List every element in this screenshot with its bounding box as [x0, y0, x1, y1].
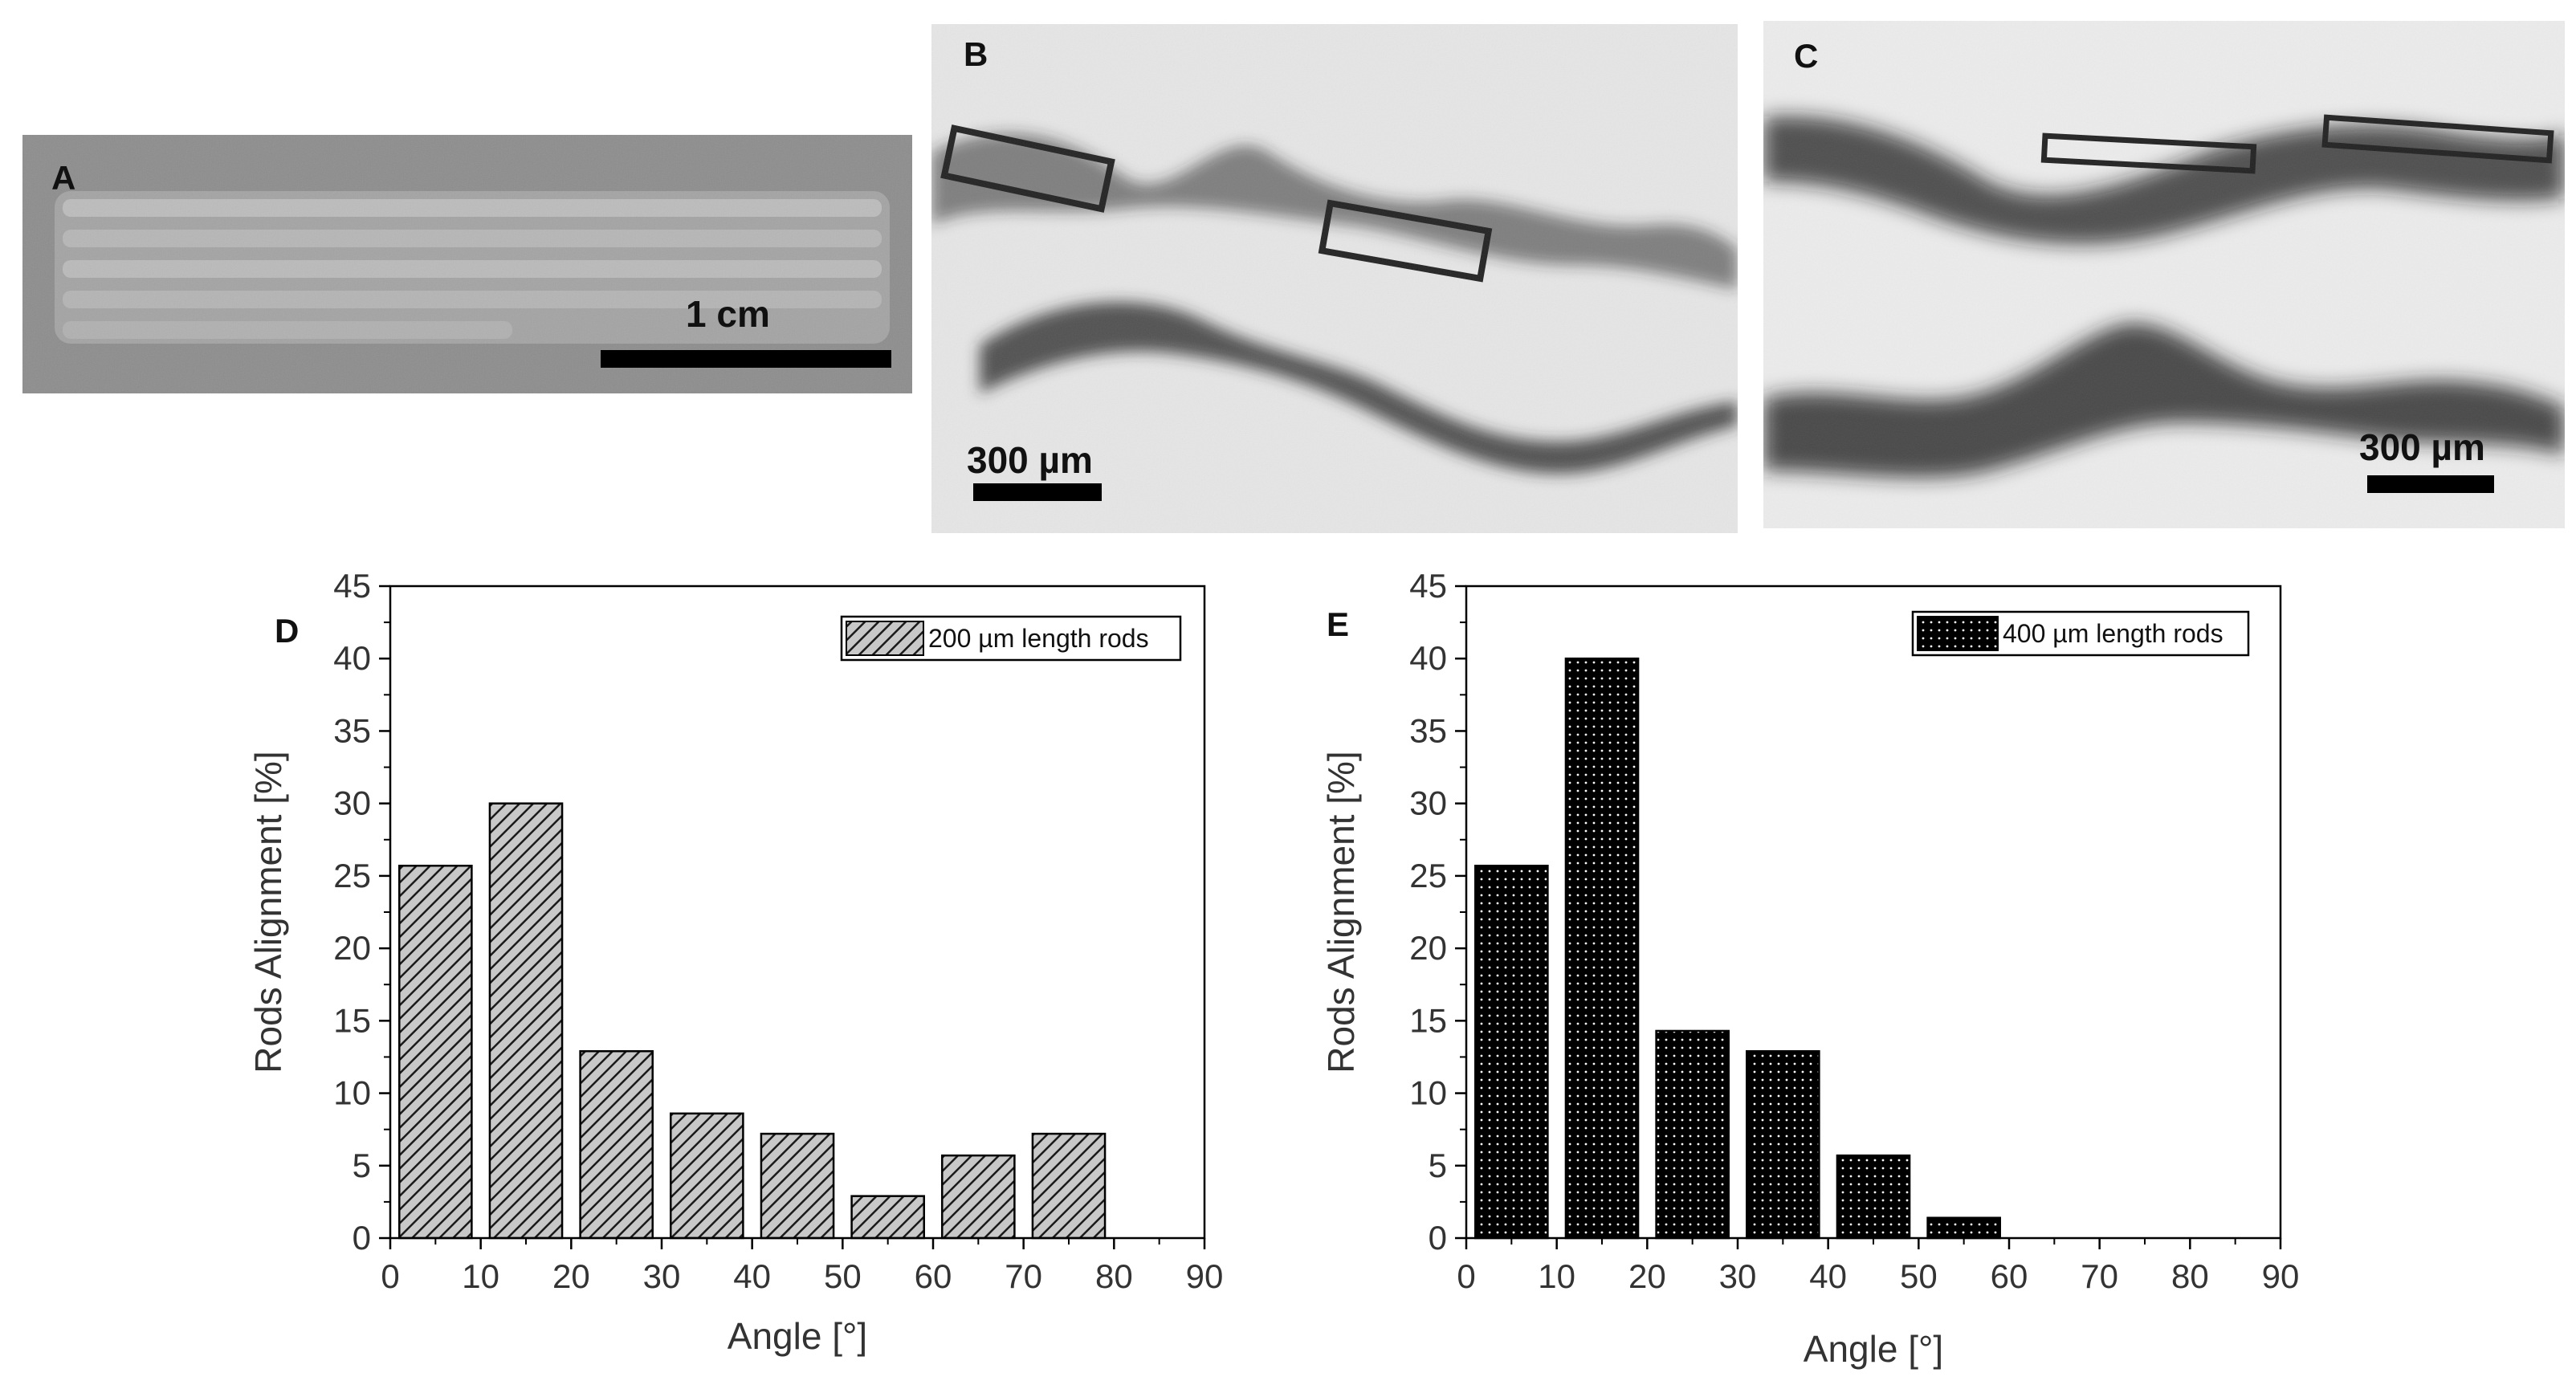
legend-swatch [846, 621, 924, 656]
bar-30 [1746, 1049, 1820, 1240]
panel-a-label: A [51, 159, 76, 197]
y-tick-label: 45 [333, 567, 371, 605]
panel-c-label: C [1794, 37, 1819, 75]
bar-10 [488, 802, 564, 1240]
y-tick-label: 15 [333, 1001, 371, 1039]
x-tick-label: 0 [381, 1257, 399, 1295]
y-axis-label: Rods Alignment [%] [1320, 751, 1362, 1073]
legend-label: 400 µm length rods [2003, 619, 2223, 648]
legend-swatch [1917, 616, 1999, 651]
y-tick-label: 0 [353, 1219, 371, 1257]
x-tick-label: 60 [1991, 1257, 2028, 1295]
panel-b-label: B [964, 35, 988, 73]
y-tick-label: 20 [1409, 929, 1447, 967]
y-tick-label: 40 [333, 639, 371, 677]
panel-b-micrograph: B 300 µm [931, 24, 1738, 533]
panel-a-photo: A 1 cm [22, 135, 912, 393]
bar-30 [670, 1112, 744, 1240]
legend-label: 200 µm length rods [928, 624, 1149, 653]
bar-50 [1926, 1216, 2001, 1240]
bar-70 [1031, 1132, 1107, 1240]
x-tick-label: 70 [1005, 1257, 1042, 1295]
panel-b-scale-bar [973, 483, 1102, 501]
y-tick-label: 35 [333, 711, 371, 749]
bar-20 [579, 1049, 654, 1240]
y-tick-label: 35 [1409, 711, 1447, 749]
x-tick-label: 20 [552, 1257, 590, 1295]
x-tick-label: 90 [1186, 1257, 1224, 1295]
bar-40 [760, 1132, 835, 1240]
panel-letter: D [275, 612, 299, 650]
y-tick-label: 10 [333, 1074, 371, 1112]
x-tick-label: 60 [915, 1257, 952, 1295]
y-tick-label: 25 [1409, 857, 1447, 894]
x-tick-label: 80 [2171, 1257, 2209, 1295]
x-axis-label: Angle [°] [1804, 1328, 1943, 1370]
x-tick-label: 70 [2081, 1257, 2118, 1295]
micrograph-b-image [931, 24, 1738, 533]
y-tick-label: 20 [333, 929, 371, 967]
y-tick-label: 40 [1409, 639, 1447, 677]
y-axis-label: Rods Alignment [%] [247, 751, 289, 1073]
y-tick-label: 0 [1429, 1219, 1447, 1257]
x-tick-label: 0 [1457, 1257, 1475, 1295]
x-axis-label: Angle [°] [728, 1315, 867, 1357]
panel-a-scale-bar [601, 350, 891, 368]
x-tick-label: 90 [2262, 1257, 2300, 1295]
x-tick-label: 10 [1538, 1257, 1575, 1295]
bar-50 [850, 1195, 925, 1240]
x-tick-label: 10 [462, 1257, 499, 1295]
panel-c-micrograph: C 300 µm [1763, 21, 2565, 528]
x-tick-label: 50 [824, 1257, 862, 1295]
x-tick-label: 20 [1628, 1257, 1666, 1295]
x-tick-label: 30 [1719, 1257, 1757, 1295]
y-tick-label: 15 [1409, 1001, 1447, 1039]
panel-letter: E [1327, 605, 1349, 643]
y-tick-label: 30 [1409, 784, 1447, 822]
panel-c-scale-bar [2367, 475, 2494, 493]
chart-e: 0 10 20 30 40 50 60 70 80 90 0 5 10 15 20 25 30 35 40 45 Ang… [1320, 567, 2299, 1370]
printed-filament-image [22, 135, 912, 393]
panel-a-scale-label: 1 cm [686, 293, 770, 335]
y-tick-label: 5 [353, 1147, 371, 1184]
micrograph-c-image [1763, 21, 2565, 528]
y-tick-label: 45 [1409, 567, 1447, 605]
panel-c-scale-label: 300 µm [2359, 426, 2485, 468]
x-tick-label: 50 [1900, 1257, 1938, 1295]
x-tick-label: 40 [733, 1257, 771, 1295]
chart-d: 0 10 20 30 40 50 60 70 80 90 0 5 10 15 20 25 30 35 40 45 Ang… [247, 567, 1223, 1357]
bar-60 [941, 1154, 1016, 1240]
panel-b-scale-label: 300 µm [967, 439, 1093, 481]
y-tick-label: 25 [333, 857, 371, 894]
bar-10 [1564, 657, 1640, 1240]
x-tick-label: 40 [1809, 1257, 1847, 1295]
bar-20 [1655, 1029, 1730, 1240]
bar-40 [1836, 1154, 1911, 1240]
y-tick-label: 5 [1429, 1147, 1447, 1184]
bar-0 [398, 865, 473, 1240]
x-tick-label: 80 [1095, 1257, 1133, 1295]
bar-0 [1474, 865, 1549, 1240]
y-tick-label: 10 [1409, 1074, 1447, 1112]
x-tick-label: 30 [643, 1257, 681, 1295]
y-tick-label: 30 [333, 784, 371, 822]
